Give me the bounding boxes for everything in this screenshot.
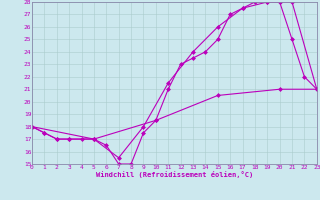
- X-axis label: Windchill (Refroidissement éolien,°C): Windchill (Refroidissement éolien,°C): [96, 171, 253, 178]
